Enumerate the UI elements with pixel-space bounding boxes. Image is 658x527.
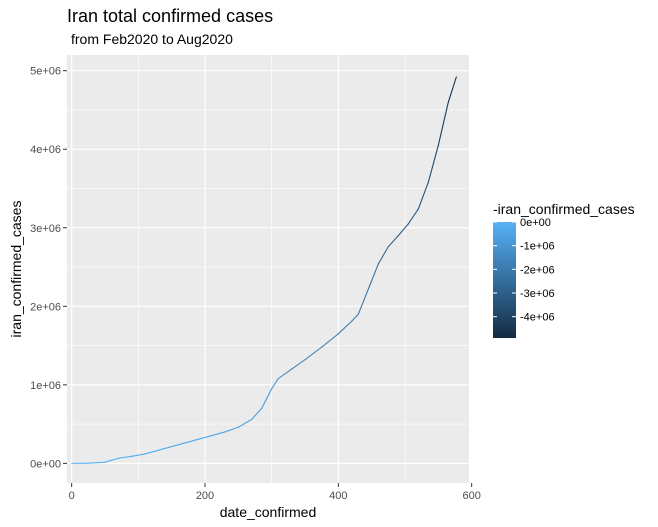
y-tick-label: 2e+06 xyxy=(30,301,61,313)
series-segment xyxy=(184,436,206,444)
series-segment xyxy=(447,76,457,103)
x-axis-title: date_confirmed xyxy=(220,504,317,520)
series-segment xyxy=(367,263,379,290)
series-segment xyxy=(357,288,369,315)
series-segment xyxy=(87,461,106,464)
chart-subtitle: from Feb2020 to Aug2020 xyxy=(71,31,233,47)
series-segment xyxy=(237,418,253,428)
series-segment xyxy=(261,388,273,409)
series-segment xyxy=(251,407,263,420)
y-tick-label: 1e+06 xyxy=(30,380,61,392)
series-segment xyxy=(204,431,226,439)
legend-label: -1e+06 xyxy=(520,241,555,253)
y-axis-title: iran_confirmed_cases xyxy=(8,201,24,338)
series-segment xyxy=(271,378,279,390)
x-axis: 0 200 400 600 xyxy=(69,483,481,502)
series-segment xyxy=(144,447,166,455)
series-segment xyxy=(117,455,133,459)
x-tick-label: 600 xyxy=(462,490,480,502)
series-segment xyxy=(337,320,353,335)
x-tick-label: 400 xyxy=(329,490,347,502)
y-tick-label: 5e+06 xyxy=(30,66,61,78)
chart-title: Iran total confirmed cases xyxy=(67,6,274,26)
series-segment xyxy=(397,223,409,237)
series-segment xyxy=(377,246,389,265)
series-segment xyxy=(164,442,186,449)
series-segment xyxy=(291,359,306,370)
series-layer xyxy=(71,76,457,464)
series-segment xyxy=(407,208,419,225)
series-segment xyxy=(417,181,429,210)
series-segment xyxy=(321,333,339,348)
legend-title: -iran_confirmed_cases xyxy=(493,201,635,217)
x-tick-label: 0 xyxy=(69,490,75,502)
series-segment xyxy=(224,426,239,433)
legend-label: -3e+06 xyxy=(520,288,555,300)
y-tick-label: 3e+06 xyxy=(30,223,61,235)
x-tick-label: 200 xyxy=(196,490,214,502)
legend: -iran_confirmed_cases 0e+00 -1e+06 -2e+06 -… xyxy=(493,201,635,338)
legend-label: 0e+00 xyxy=(520,217,551,229)
y-tick-label: 4e+06 xyxy=(30,144,61,156)
series-segment xyxy=(351,313,359,322)
y-tick-label: 0e+00 xyxy=(30,458,61,470)
series-segment xyxy=(427,144,439,183)
plot-panel xyxy=(67,55,469,483)
y-axis: 0e+00 1e+06 2e+06 3e+06 4e+06 5e+06 xyxy=(30,66,67,470)
series-segment xyxy=(131,453,146,457)
series-segment xyxy=(387,235,399,248)
grid-minor xyxy=(67,55,469,483)
series-segment xyxy=(304,346,323,361)
series-segment xyxy=(437,101,449,146)
legend-label: -4e+06 xyxy=(520,312,555,324)
legend-colorbar xyxy=(493,222,516,338)
grid-major xyxy=(67,55,473,483)
legend-label: -2e+06 xyxy=(520,264,555,276)
series-segment xyxy=(104,457,119,463)
series-segment xyxy=(277,368,293,380)
legend-ticks: 0e+00 -1e+06 -2e+06 -3e+06 -4e+06 xyxy=(493,217,555,324)
